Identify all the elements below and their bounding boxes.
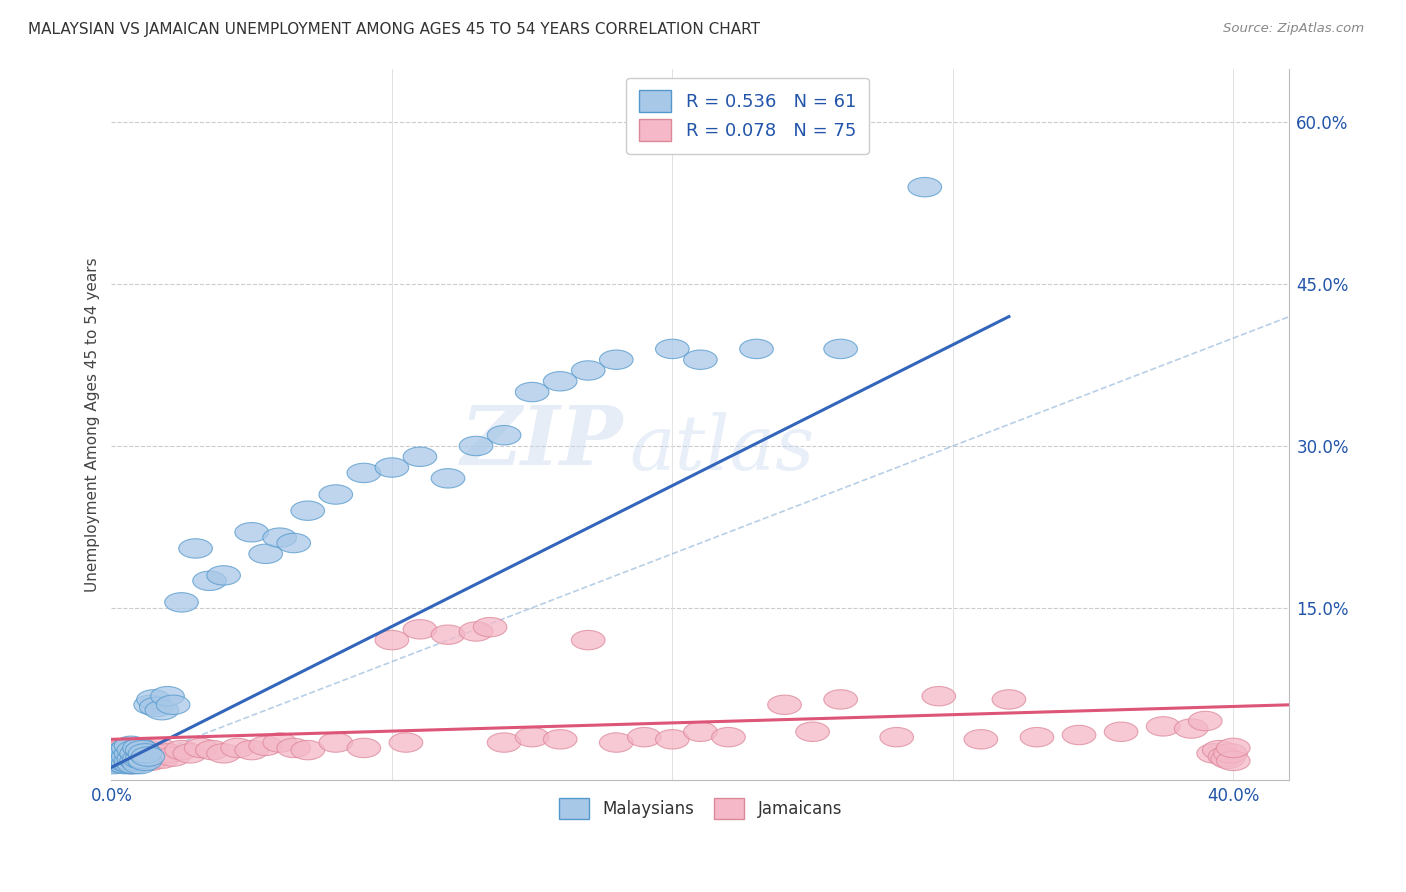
Y-axis label: Unemployment Among Ages 45 to 54 years: Unemployment Among Ages 45 to 54 years — [86, 257, 100, 591]
Text: ZIP: ZIP — [461, 402, 624, 483]
Text: MALAYSIAN VS JAMAICAN UNEMPLOYMENT AMONG AGES 45 TO 54 YEARS CORRELATION CHART: MALAYSIAN VS JAMAICAN UNEMPLOYMENT AMONG… — [28, 22, 761, 37]
Text: Source: ZipAtlas.com: Source: ZipAtlas.com — [1223, 22, 1364, 36]
Legend: Malaysians, Jamaicans: Malaysians, Jamaicans — [553, 792, 849, 825]
Text: atlas: atlas — [630, 412, 815, 486]
